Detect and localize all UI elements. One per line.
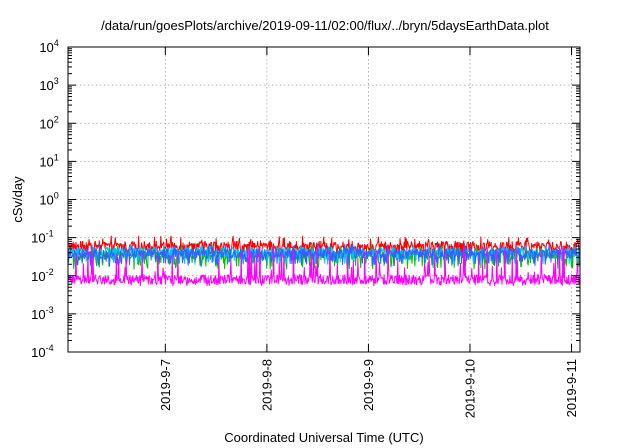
x-tick-label: 2019-9-7	[158, 359, 173, 411]
x-tick-label: 2019-9-10	[462, 359, 477, 418]
y-tick-label: 10-3	[31, 305, 53, 322]
y-axis: 10-4 10-3 10-2 10-1 100 101 102 103 104	[31, 38, 580, 360]
x-axis-label: Coordinated Universal Time (UTC)	[224, 430, 423, 445]
y-tick-label: 100	[39, 191, 58, 208]
chart-title: /data/run/goesPlots/archive/2019-09-11/0…	[101, 18, 549, 33]
x-tick-label: 2019-9-9	[361, 359, 376, 411]
y-tick-label: 101	[39, 152, 58, 169]
y-tick-label: 102	[39, 114, 58, 131]
series-line	[67, 245, 581, 287]
y-tick-label: 10-2	[31, 267, 53, 284]
y-tick-label: 103	[39, 76, 58, 93]
x-tick-label: 2019-9-11	[564, 359, 579, 417]
y-tick-label: 104	[39, 38, 58, 55]
y-tick-label: 10-1	[31, 229, 53, 246]
y-axis-label: cSv/day	[10, 176, 25, 223]
series-layer	[67, 235, 581, 287]
x-tick-label: 2019-9-8	[259, 359, 274, 411]
x-axis: 2019-9-7 2019-9-8 2019-9-9 2019-9-10 2019-9-…	[158, 47, 579, 418]
series-line	[67, 243, 581, 267]
y-tick-label: 10-4	[31, 343, 53, 360]
grid	[68, 47, 580, 352]
